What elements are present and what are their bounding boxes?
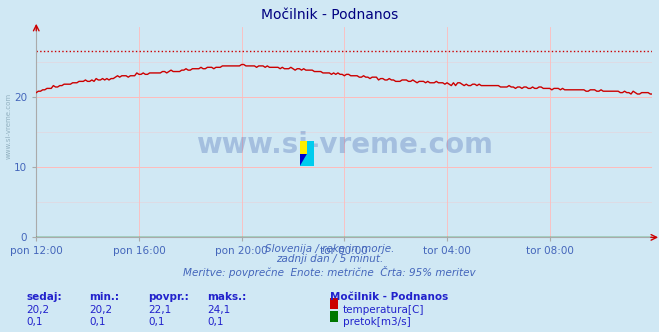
Text: 0,1: 0,1 — [89, 317, 105, 327]
Bar — [307, 141, 314, 153]
Text: povpr.:: povpr.: — [148, 292, 189, 302]
Text: 0,1: 0,1 — [26, 317, 43, 327]
Text: 24,1: 24,1 — [208, 305, 231, 315]
Text: www.si-vreme.com: www.si-vreme.com — [5, 93, 11, 159]
Text: 22,1: 22,1 — [148, 305, 171, 315]
Polygon shape — [300, 141, 307, 153]
Text: sedaj:: sedaj: — [26, 292, 62, 302]
Text: Močilnik - Podnanos: Močilnik - Podnanos — [261, 8, 398, 22]
Bar — [300, 153, 307, 166]
Text: zadnji dan / 5 minut.: zadnji dan / 5 minut. — [276, 254, 383, 264]
Text: 0,1: 0,1 — [148, 317, 165, 327]
Text: 0,1: 0,1 — [208, 317, 224, 327]
Text: 20,2: 20,2 — [26, 305, 49, 315]
Polygon shape — [300, 153, 307, 166]
Text: 20,2: 20,2 — [89, 305, 112, 315]
Text: Meritve: povprečne  Enote: metrične  Črta: 95% meritev: Meritve: povprečne Enote: metrične Črta:… — [183, 266, 476, 278]
Text: Slovenija / reke in morje.: Slovenija / reke in morje. — [265, 244, 394, 254]
Text: temperatura[C]: temperatura[C] — [343, 305, 424, 315]
Text: pretok[m3/s]: pretok[m3/s] — [343, 317, 411, 327]
Bar — [307, 153, 314, 166]
Bar — [300, 141, 307, 153]
Text: Močilnik - Podnanos: Močilnik - Podnanos — [330, 292, 447, 302]
Text: min.:: min.: — [89, 292, 119, 302]
Text: www.si-vreme.com: www.si-vreme.com — [196, 130, 493, 159]
Text: maks.:: maks.: — [208, 292, 247, 302]
